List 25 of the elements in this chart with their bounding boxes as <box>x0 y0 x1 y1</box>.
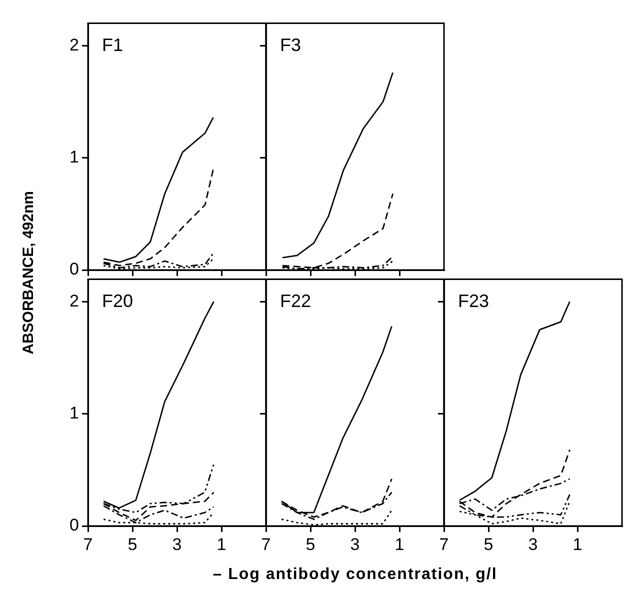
x-tick-label: 3 <box>350 534 360 554</box>
y-tick-label: 0 <box>70 516 79 535</box>
y-axis-title: ABSORBANCE, 492nm <box>20 191 36 355</box>
x-tick-label: 7 <box>439 534 449 554</box>
text: F1 <box>102 35 124 56</box>
text: F20 <box>102 291 134 312</box>
text: F23 <box>458 291 490 312</box>
y-tick-label: 0 <box>70 260 79 279</box>
y-tick-label: 2 <box>70 35 79 54</box>
text: F22 <box>280 291 312 312</box>
x-tick-label: 1 <box>394 534 404 554</box>
x-tick-label: 5 <box>484 534 494 554</box>
x-tick-label: 5 <box>306 534 316 554</box>
x-tick-label: 1 <box>216 534 226 554</box>
y-tick-label: 1 <box>70 148 79 167</box>
x-tick-label: 3 <box>172 534 182 554</box>
x-tick-label: 3 <box>528 534 538 554</box>
x-tick-label: 5 <box>128 534 138 554</box>
x-tick-label: 1 <box>572 534 582 554</box>
y-tick-label: 2 <box>70 291 79 310</box>
x-axis-title: – Log antibody concentration, g/l <box>212 566 498 584</box>
y-tick-label: 1 <box>70 404 79 423</box>
text: F3 <box>280 35 302 56</box>
x-tick-label: 7 <box>261 534 271 554</box>
x-tick-label: 7 <box>83 534 93 554</box>
